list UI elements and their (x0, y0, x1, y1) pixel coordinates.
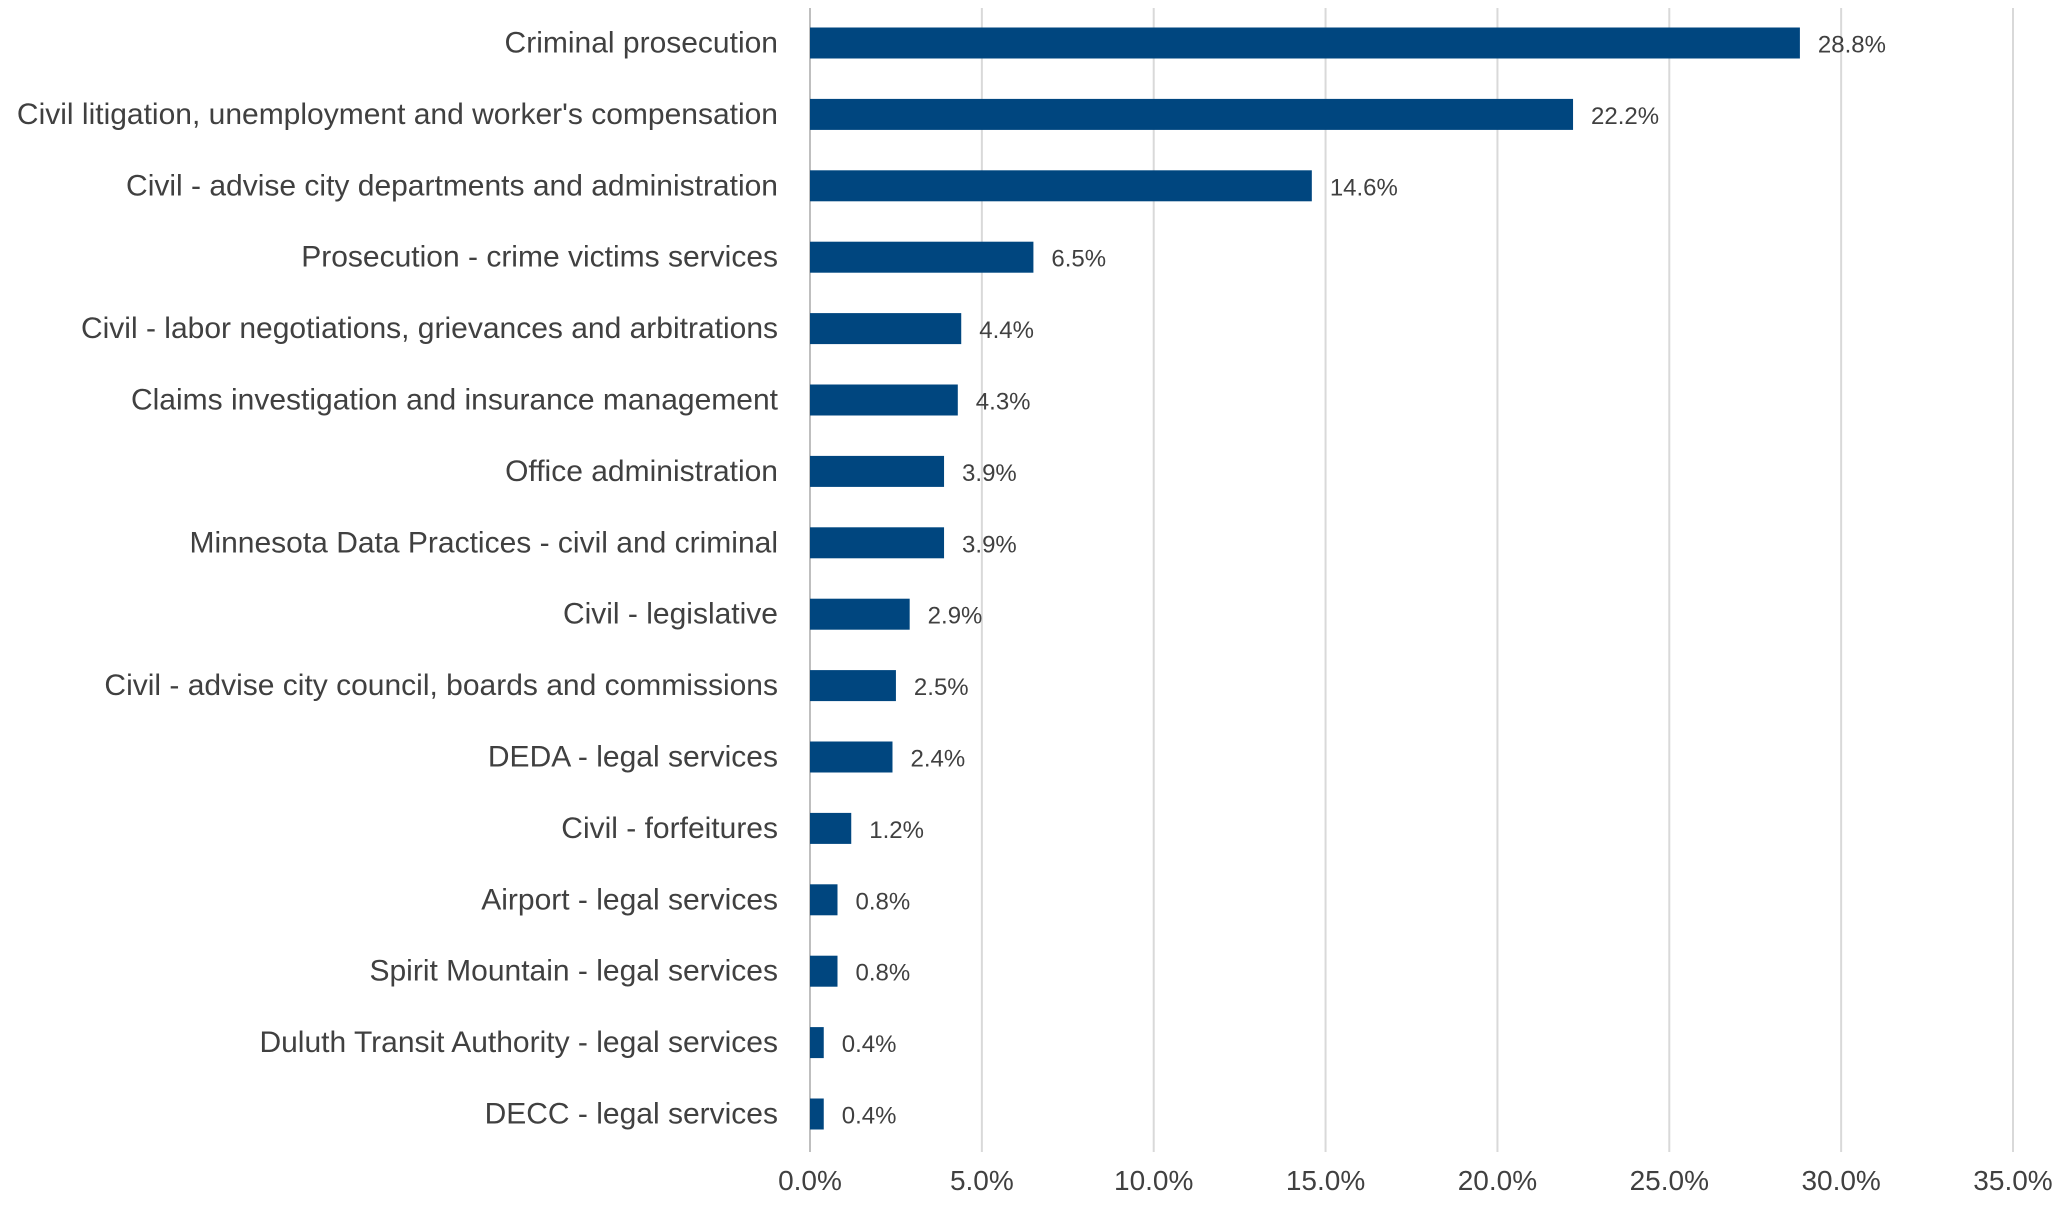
category-label-11: Civil - forfeitures (561, 812, 778, 845)
category-label-6: Office administration (505, 455, 778, 488)
bar-4 (810, 313, 962, 345)
bar-7 (810, 527, 945, 559)
bars (810, 27, 1800, 1130)
category-label-12: Airport - legal services (481, 883, 778, 916)
bar-6 (810, 455, 945, 487)
data-label-14: 0.4% (842, 1031, 897, 1058)
data-label-12: 0.8% (855, 888, 910, 915)
category-label-7: Minnesota Data Practices - civil and cri… (189, 526, 778, 559)
category-label-9: Civil - advise city council, boards and … (104, 669, 778, 702)
x-tick-label-3: 15.0% (1286, 1165, 1365, 1196)
data-label-5: 4.3% (976, 389, 1031, 416)
category-label-4: Civil - labor negotiations, grievances a… (81, 312, 778, 345)
x-tick-label-4: 20.0% (1458, 1165, 1537, 1196)
bar-12 (810, 884, 838, 916)
category-label-13: Spirit Mountain - legal services (369, 955, 778, 988)
data-label-9: 2.5% (914, 674, 969, 701)
category-label-8: Civil - legislative (563, 598, 778, 631)
data-label-10: 2.4% (910, 746, 965, 773)
category-label-2: Civil - advise city departments and admi… (126, 169, 778, 202)
data-labels: 28.8% 22.2% 14.6% 6.5% 4.4% 4.3% 3.9% 3.9% 2.9% 2… (842, 32, 1886, 1130)
category-label-0: Criminal prosecution (505, 27, 778, 60)
category-label-15: DECC - legal services (485, 1098, 778, 1131)
data-label-4: 4.4% (979, 317, 1034, 344)
x-tick-label-5: 25.0% (1630, 1165, 1709, 1196)
x-tick-label-2: 10.0% (1114, 1165, 1193, 1196)
bar-2 (810, 170, 1312, 202)
category-label-10: DEDA - legal services (488, 741, 778, 774)
bar-3 (810, 241, 1034, 273)
category-label-1: Civil litigation, unemployment and worke… (17, 98, 778, 131)
x-tick-label-1: 5.0% (950, 1165, 1014, 1196)
data-label-13: 0.8% (855, 960, 910, 987)
data-label-6: 3.9% (962, 460, 1017, 487)
bar-5 (810, 384, 958, 416)
data-label-11: 1.2% (869, 817, 924, 844)
x-tick-label-6: 30.0% (1801, 1165, 1880, 1196)
data-label-0: 28.8% (1818, 32, 1886, 59)
bar-11 (810, 812, 852, 844)
data-label-15: 0.4% (842, 1103, 897, 1130)
category-label-14: Duluth Transit Authority - legal service… (259, 1026, 778, 1059)
category-label-3: Prosecution - crime victims services (301, 241, 778, 274)
data-label-8: 2.9% (928, 603, 983, 630)
bar-15 (810, 1098, 824, 1130)
bar-10 (810, 741, 893, 773)
bar-8 (810, 598, 910, 630)
x-axis-ticks: 0.0% 5.0% 10.0% 15.0% 20.0% 25.0% 30.0% 35.0% (778, 1165, 2053, 1196)
x-tick-label-0: 0.0% (778, 1165, 842, 1196)
data-label-3: 6.5% (1051, 246, 1106, 273)
data-label-2: 14.6% (1330, 174, 1398, 201)
data-label-7: 3.9% (962, 531, 1017, 558)
bar-0 (810, 27, 1800, 59)
bar-9 (810, 670, 896, 702)
bar-1 (810, 98, 1574, 130)
category-label-5: Claims investigation and insurance manag… (131, 384, 779, 417)
data-label-1: 22.2% (1591, 103, 1659, 130)
category-labels: Criminal prosecution Civil litigation, un… (17, 27, 779, 1131)
bar-14 (810, 1027, 824, 1059)
x-tick-label-7: 35.0% (1973, 1165, 2052, 1196)
bar-13 (810, 955, 838, 987)
